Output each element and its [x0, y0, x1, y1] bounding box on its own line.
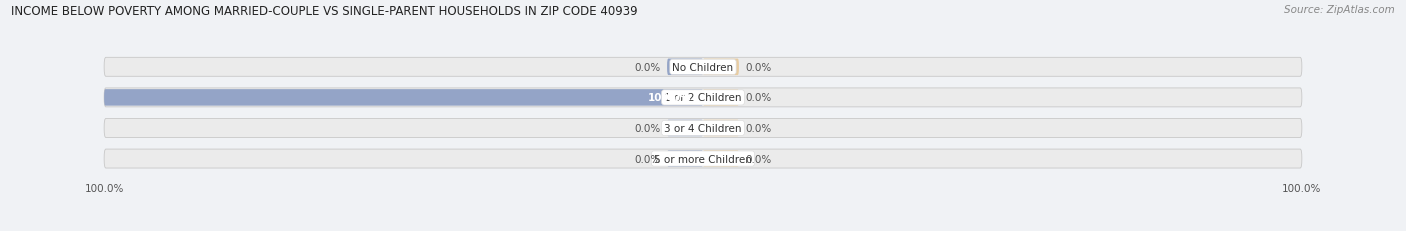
Text: 0.0%: 0.0%	[636, 123, 661, 133]
Text: 0.0%: 0.0%	[745, 123, 770, 133]
Text: 1 or 2 Children: 1 or 2 Children	[664, 93, 742, 103]
Text: 0.0%: 0.0%	[745, 154, 770, 164]
Text: 0.0%: 0.0%	[636, 154, 661, 164]
FancyBboxPatch shape	[703, 120, 740, 137]
Text: 0.0%: 0.0%	[745, 63, 770, 73]
FancyBboxPatch shape	[666, 59, 703, 76]
FancyBboxPatch shape	[703, 59, 740, 76]
Text: 3 or 4 Children: 3 or 4 Children	[664, 123, 742, 133]
Text: 0.0%: 0.0%	[636, 63, 661, 73]
Text: 0.0%: 0.0%	[745, 93, 770, 103]
FancyBboxPatch shape	[666, 120, 703, 137]
FancyBboxPatch shape	[104, 149, 1302, 168]
FancyBboxPatch shape	[703, 151, 740, 167]
FancyBboxPatch shape	[104, 88, 1302, 107]
FancyBboxPatch shape	[104, 90, 703, 106]
Text: No Children: No Children	[672, 63, 734, 73]
FancyBboxPatch shape	[703, 90, 740, 106]
Text: INCOME BELOW POVERTY AMONG MARRIED-COUPLE VS SINGLE-PARENT HOUSEHOLDS IN ZIP COD: INCOME BELOW POVERTY AMONG MARRIED-COUPL…	[11, 5, 638, 18]
Legend: Married Couples, Single Parents: Married Couples, Single Parents	[600, 226, 806, 231]
FancyBboxPatch shape	[104, 119, 1302, 138]
Text: 100.0%: 100.0%	[648, 93, 690, 103]
Text: Source: ZipAtlas.com: Source: ZipAtlas.com	[1284, 5, 1395, 15]
Text: 5 or more Children: 5 or more Children	[654, 154, 752, 164]
FancyBboxPatch shape	[104, 58, 1302, 77]
FancyBboxPatch shape	[666, 151, 703, 167]
